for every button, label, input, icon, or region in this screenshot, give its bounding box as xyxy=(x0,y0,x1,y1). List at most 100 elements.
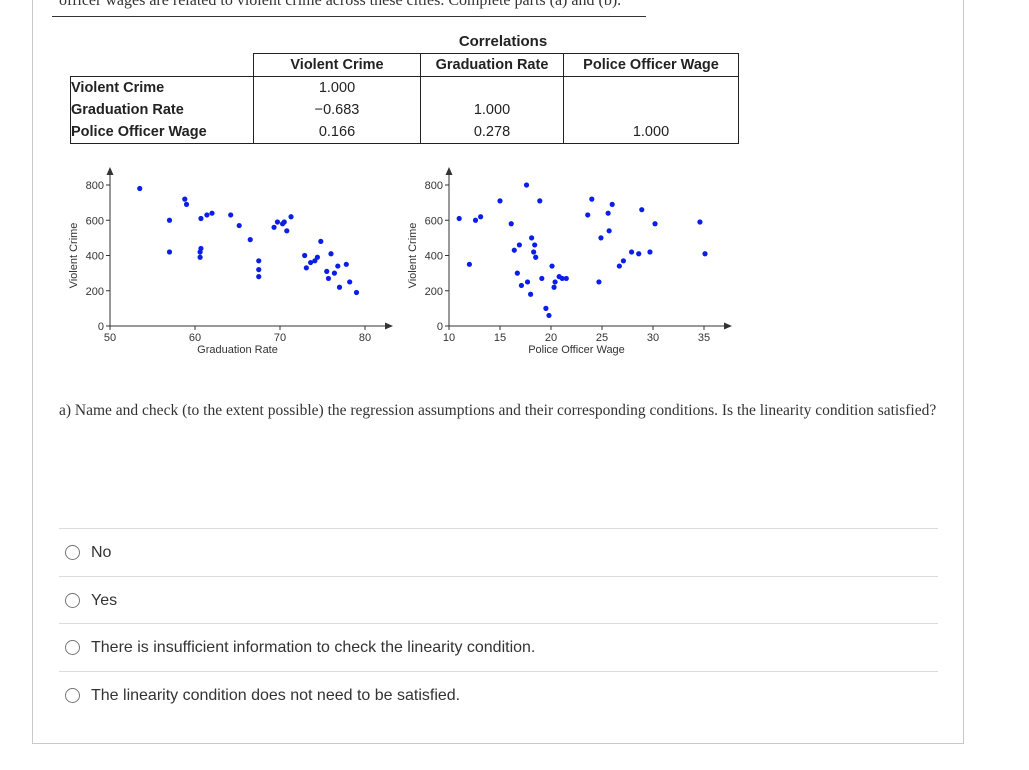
x-axis-arrow xyxy=(724,322,732,330)
x-tick-label: 25 xyxy=(596,332,608,344)
data-point xyxy=(549,263,555,269)
data-point xyxy=(274,219,281,225)
row-label: Violent Crime xyxy=(70,76,254,99)
data-point xyxy=(271,224,277,230)
data-point xyxy=(606,228,612,234)
y-axis-arrow xyxy=(106,167,114,175)
scatter-graduation-rate: 0 200 400 600 800 50 60 70 80 Graduation Rate Viol… xyxy=(68,167,393,356)
table-cell: 0.278 xyxy=(420,121,564,144)
y-tick-label: 800 xyxy=(86,180,104,192)
data-point xyxy=(166,217,173,223)
row-label: Graduation Rate xyxy=(70,99,254,121)
y-axis-label: Violent Crime xyxy=(407,223,419,289)
option-label: No xyxy=(91,543,112,561)
intro-underline xyxy=(52,16,646,17)
table-row: Graduation Rate −0.683 1.000 xyxy=(70,99,739,121)
column-header-graduation-rate: Graduation Rate xyxy=(420,53,564,77)
data-point xyxy=(347,279,353,285)
data-point xyxy=(532,242,538,248)
column-header-police-officer-wage: Police Officer Wage xyxy=(563,53,739,77)
option-not-needed[interactable]: The linearity condition does not need to… xyxy=(59,671,938,719)
data-point xyxy=(616,263,622,269)
data-point xyxy=(328,251,334,257)
data-point xyxy=(331,270,337,276)
table-cell: −0.683 xyxy=(253,99,421,121)
data-point xyxy=(209,210,215,216)
data-point xyxy=(585,212,591,218)
x-tick-label: 10 xyxy=(443,332,455,344)
data-point xyxy=(228,212,234,218)
option-label: There is insufficient information to che… xyxy=(91,638,536,656)
data-point xyxy=(314,254,320,260)
option-label: The linearity condition does not need to… xyxy=(91,686,461,704)
data-point xyxy=(511,247,517,253)
data-point xyxy=(324,268,330,274)
data-point xyxy=(546,312,552,319)
data-point xyxy=(529,235,535,241)
data-point xyxy=(508,221,514,227)
data-point xyxy=(559,275,565,282)
x-tick-label: 80 xyxy=(359,332,371,344)
data-point xyxy=(335,263,341,269)
data-point xyxy=(539,275,545,282)
data-point xyxy=(303,265,309,271)
radio-icon[interactable] xyxy=(65,688,80,703)
data-point xyxy=(256,258,262,264)
radio-icon[interactable] xyxy=(65,545,80,560)
y-tick-label: 0 xyxy=(98,321,104,333)
data-point xyxy=(308,259,314,266)
data-point xyxy=(552,279,558,285)
data-point xyxy=(524,279,531,285)
data-point xyxy=(537,198,543,204)
x-axis-arrow xyxy=(385,322,393,330)
table-row: Violent Crime 1.000 xyxy=(70,76,739,99)
data-point xyxy=(543,305,549,311)
correlations-title: Correlations xyxy=(458,33,548,50)
scatter-police-officer-wage: 0 200 400 600 800 10 15 20 25 30 35 Police Officer … xyxy=(407,167,732,356)
data-point xyxy=(236,222,242,229)
correlation-table: Violent Crime Graduation Rate Police Off… xyxy=(70,53,739,144)
y-tick-label: 200 xyxy=(86,286,104,298)
option-yes[interactable]: Yes xyxy=(59,576,938,624)
y-axis-arrow xyxy=(445,167,453,175)
table-cell: 1.000 xyxy=(563,121,739,144)
x-tick-label: 30 xyxy=(647,332,659,344)
data-point xyxy=(589,196,595,202)
data-point xyxy=(466,261,472,267)
y-tick-label: 800 xyxy=(425,180,443,192)
table-cell: 1.000 xyxy=(253,76,421,99)
table-cell: 0.166 xyxy=(253,121,421,144)
intro-text: officer wages are related to violent cri… xyxy=(59,0,622,9)
option-insufficient-information[interactable]: There is insufficient information to che… xyxy=(59,623,938,671)
data-point xyxy=(182,196,188,202)
data-point xyxy=(204,212,210,218)
correlation-corner xyxy=(71,54,254,77)
data-point xyxy=(647,249,653,255)
y-tick-label: 0 xyxy=(437,321,443,333)
data-point xyxy=(318,238,324,244)
data-point xyxy=(514,270,520,276)
option-no[interactable]: No xyxy=(59,528,938,576)
data-point xyxy=(288,214,294,220)
data-point xyxy=(516,242,522,248)
data-point xyxy=(302,252,308,259)
table-cell xyxy=(563,76,739,99)
data-point xyxy=(336,284,343,290)
data-point xyxy=(197,254,203,260)
y-tick-label: 400 xyxy=(86,251,104,263)
x-tick-label: 15 xyxy=(494,332,506,344)
radio-icon[interactable] xyxy=(65,640,80,655)
table-cell xyxy=(563,99,739,121)
x-axis-label: Police Officer Wage xyxy=(528,344,625,356)
data-point xyxy=(281,219,287,225)
radio-icon[interactable] xyxy=(65,593,80,608)
x-tick-label: 70 xyxy=(274,332,286,344)
data-point xyxy=(198,245,204,252)
data-point xyxy=(353,289,360,296)
x-tick-label: 20 xyxy=(545,332,557,344)
y-tick-label: 400 xyxy=(425,251,443,263)
data-point xyxy=(256,267,262,273)
data-point xyxy=(639,207,645,213)
data-point xyxy=(137,185,143,192)
data-point xyxy=(563,275,569,282)
